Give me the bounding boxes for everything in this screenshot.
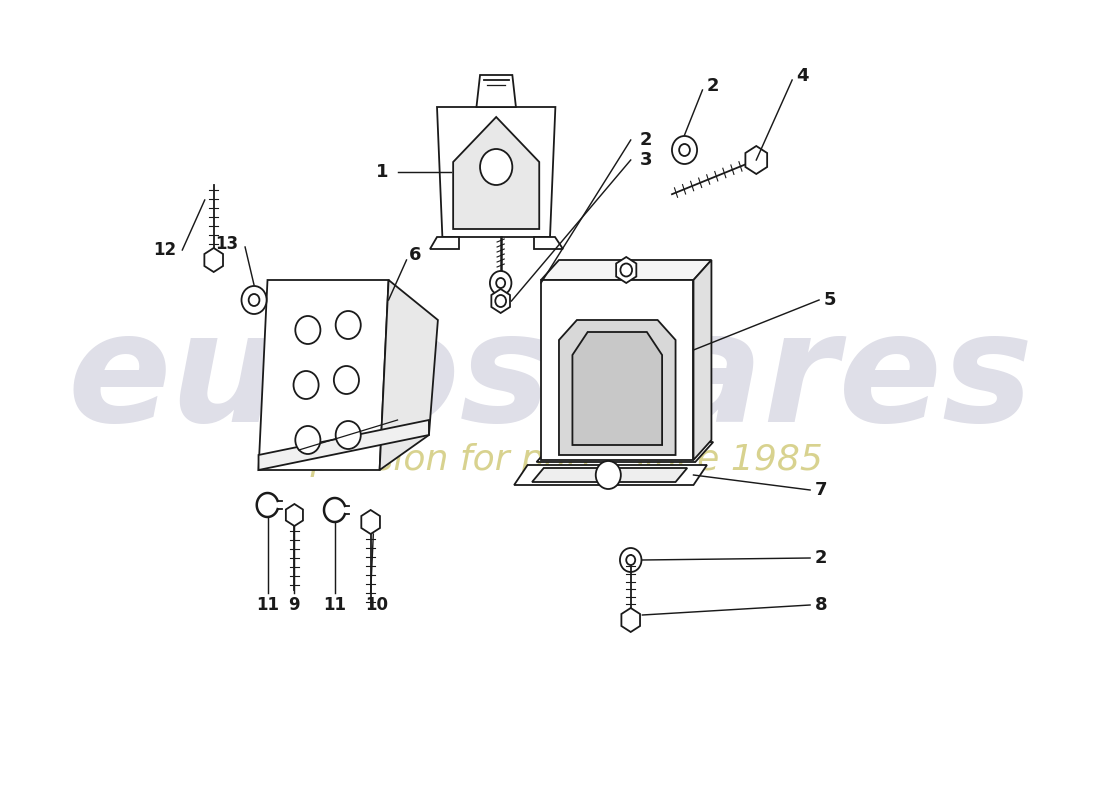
Text: 2: 2 — [707, 77, 719, 95]
Polygon shape — [572, 332, 662, 445]
Polygon shape — [616, 257, 636, 283]
Polygon shape — [532, 468, 688, 482]
Polygon shape — [379, 280, 438, 470]
Text: 12: 12 — [153, 241, 176, 259]
Polygon shape — [746, 146, 767, 174]
Polygon shape — [286, 504, 302, 526]
Polygon shape — [258, 280, 388, 470]
Polygon shape — [534, 237, 562, 249]
Text: 6: 6 — [409, 246, 421, 264]
Circle shape — [480, 149, 513, 185]
Polygon shape — [361, 510, 379, 534]
Circle shape — [249, 294, 260, 306]
Text: 10: 10 — [365, 596, 388, 614]
Circle shape — [626, 555, 635, 565]
Polygon shape — [492, 289, 510, 313]
Text: 3: 3 — [640, 151, 652, 169]
Polygon shape — [559, 320, 675, 455]
Polygon shape — [693, 260, 712, 460]
Circle shape — [490, 271, 512, 295]
Text: 4: 4 — [796, 67, 810, 85]
Text: 8: 8 — [815, 596, 827, 614]
Text: 9: 9 — [288, 596, 300, 614]
Polygon shape — [453, 117, 539, 229]
Circle shape — [336, 421, 361, 449]
Circle shape — [495, 295, 506, 307]
Polygon shape — [258, 420, 429, 470]
Circle shape — [596, 461, 620, 489]
Text: 7: 7 — [815, 481, 827, 499]
Text: 11: 11 — [256, 596, 279, 614]
Circle shape — [620, 263, 632, 277]
Text: 13: 13 — [216, 235, 239, 253]
Polygon shape — [541, 260, 712, 280]
Circle shape — [242, 286, 266, 314]
Text: eurospares: eurospares — [67, 306, 1033, 454]
Circle shape — [334, 366, 359, 394]
Polygon shape — [476, 75, 516, 107]
Circle shape — [620, 548, 641, 572]
Circle shape — [496, 278, 505, 288]
Polygon shape — [541, 280, 693, 460]
Text: a passion for parts since 1985: a passion for parts since 1985 — [277, 443, 823, 477]
Polygon shape — [621, 608, 640, 632]
Text: 2: 2 — [640, 131, 652, 149]
Polygon shape — [205, 248, 223, 272]
Polygon shape — [430, 237, 459, 249]
Text: 2: 2 — [815, 549, 827, 567]
Text: 11: 11 — [323, 596, 346, 614]
Circle shape — [295, 426, 320, 454]
Circle shape — [294, 371, 319, 399]
Circle shape — [672, 136, 697, 164]
Polygon shape — [437, 107, 556, 237]
Circle shape — [679, 144, 690, 156]
Text: 5: 5 — [824, 291, 836, 309]
Circle shape — [336, 311, 361, 339]
Circle shape — [295, 316, 320, 344]
Text: 1: 1 — [376, 163, 388, 181]
Polygon shape — [514, 465, 707, 485]
Polygon shape — [537, 442, 713, 462]
